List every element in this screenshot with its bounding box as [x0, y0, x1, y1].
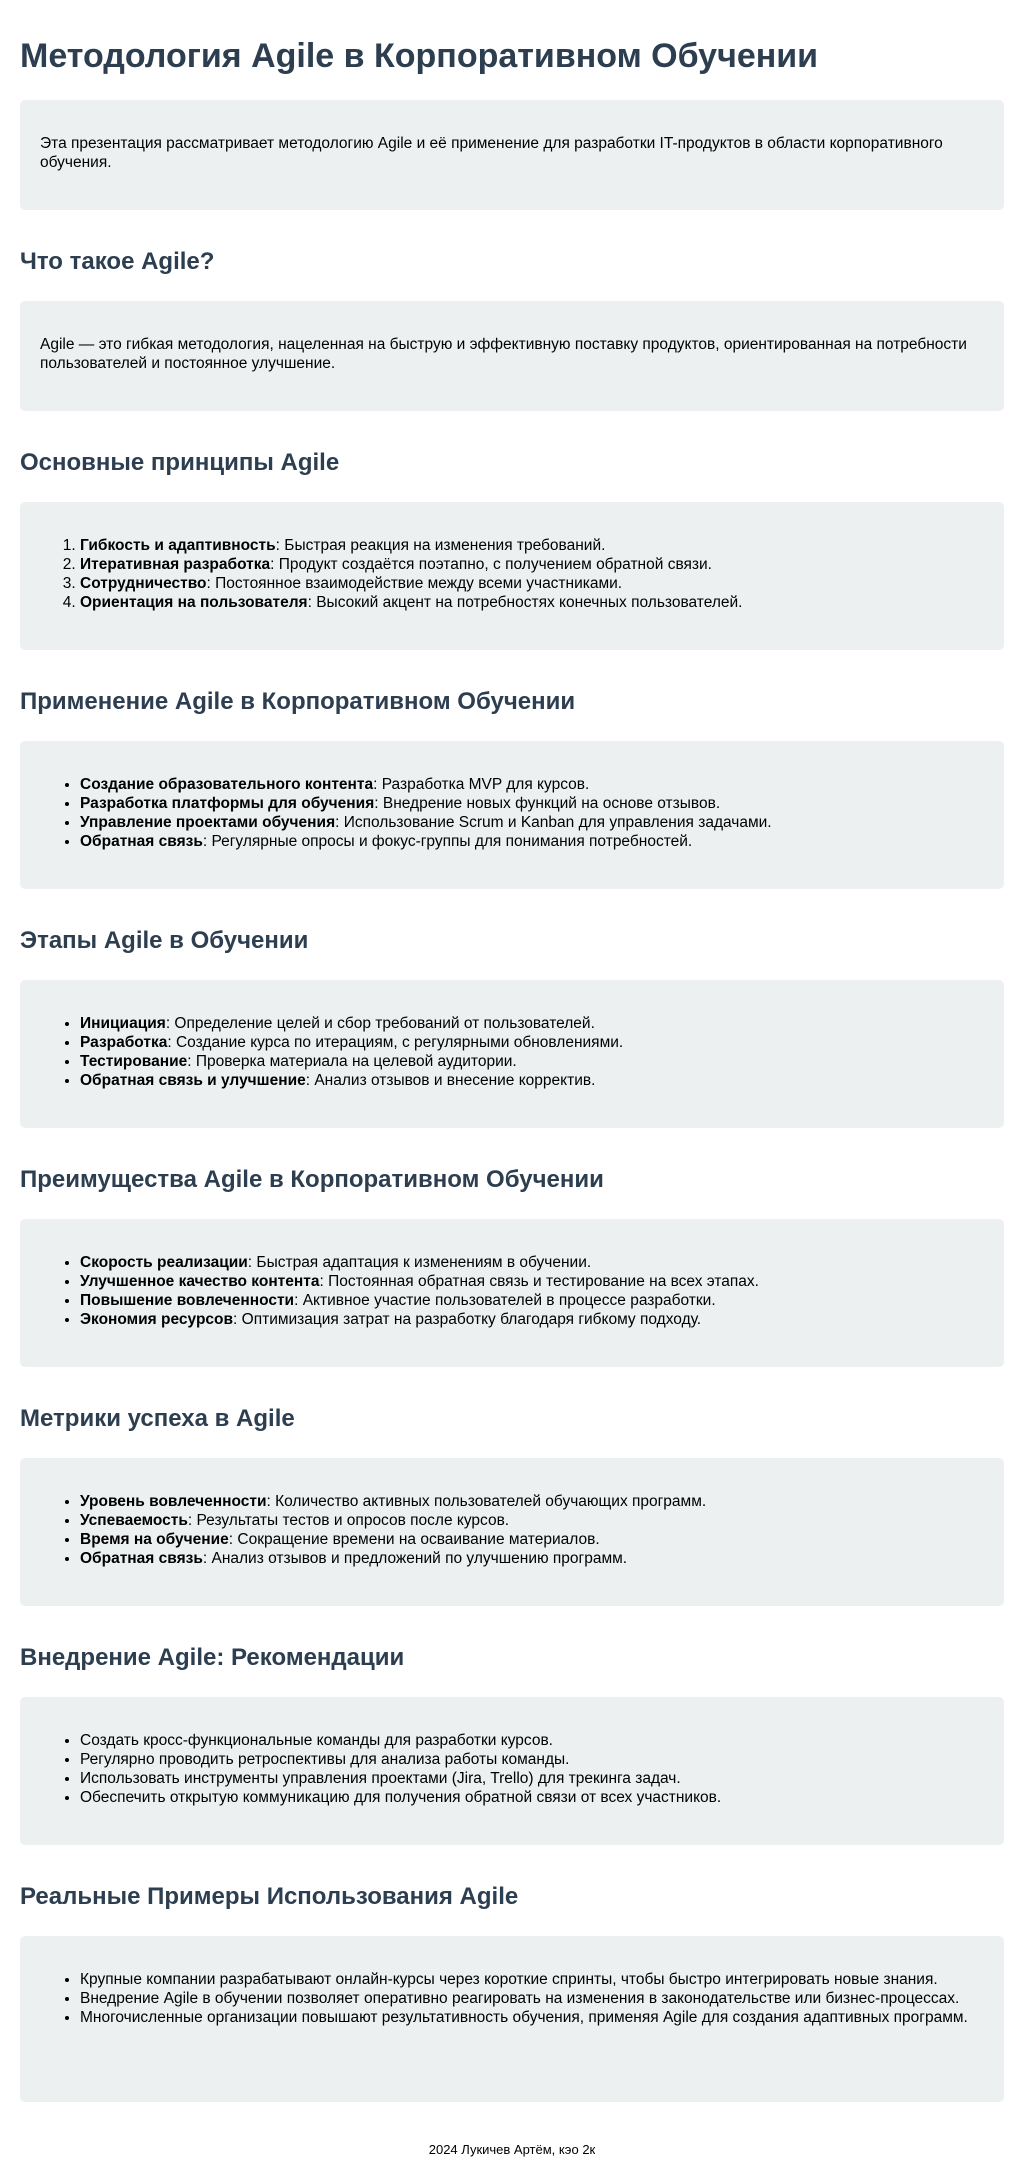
application-card: Создание образовательного контента: Разр…: [20, 741, 1004, 889]
list-item: Тестирование: Проверка материала на целе…: [80, 1052, 984, 1071]
what-is-agile-card: Agile — это гибкая методология, нацеленн…: [20, 301, 1004, 411]
list-item: Уровень вовлеченности: Количество активн…: [80, 1492, 984, 1511]
metrics-card: Уровень вовлеченности: Количество активн…: [20, 1458, 1004, 1606]
section-heading-examples: Реальные Примеры Использования Agile: [20, 1883, 519, 1910]
stages-card: Инициация: Определение целей и сбор треб…: [20, 980, 1004, 1128]
list-item: Сотрудничество: Постоянное взаимодействи…: [80, 574, 984, 593]
benefits-list: Скорость реализации: Быстрая адаптация к…: [20, 1253, 1004, 1329]
list-item: Время на обучение: Сокращение времени на…: [80, 1530, 984, 1549]
list-item: Обеспечить открытую коммуникацию для пол…: [80, 1788, 984, 1807]
recommendations-card: Создать кросс-функциональные команды для…: [20, 1697, 1004, 1845]
principles-list: Гибкость и адаптивность: Быстрая реакция…: [20, 536, 1004, 612]
list-item: Гибкость и адаптивность: Быстрая реакция…: [80, 536, 984, 555]
section-heading-stages: Этапы Agile в Обучении: [20, 927, 309, 954]
list-item: Обратная связь: Регулярные опросы и фоку…: [80, 832, 984, 851]
section-heading-metrics: Метрики успеха в Agile: [20, 1405, 295, 1432]
what-is-agile-text: Agile — это гибкая методология, нацеленн…: [40, 336, 967, 372]
principles-card: Гибкость и адаптивность: Быстрая реакция…: [20, 502, 1004, 650]
list-item: Управление проектами обучения: Использов…: [80, 813, 984, 832]
list-item: Повышение вовлеченности: Активное участи…: [80, 1291, 984, 1310]
list-item: Разработка платформы для обучения: Внедр…: [80, 794, 984, 813]
list-item: Регулярно проводить ретроспективы для ан…: [80, 1750, 984, 1769]
list-item: Скорость реализации: Быстрая адаптация к…: [80, 1253, 984, 1272]
section-heading-recommendations: Внедрение Agile: Рекомендации: [20, 1644, 405, 1671]
list-item: Экономия ресурсов: Оптимизация затрат на…: [80, 1310, 984, 1329]
list-item: Успеваемость: Результаты тестов и опросо…: [80, 1511, 984, 1530]
list-item: Улучшенное качество контента: Постоянная…: [80, 1272, 984, 1291]
section-heading-application: Применение Agile в Корпоративном Обучени…: [20, 688, 576, 715]
list-item: Итеративная разработка: Продукт создаётс…: [80, 555, 984, 574]
page-title: Методология Agile в Корпоративном Обучен…: [20, 37, 819, 75]
footer-text: 2024 Лукичев Артём, кэо 2к: [428, 2142, 596, 2157]
benefits-card: Скорость реализации: Быстрая адаптация к…: [20, 1219, 1004, 1367]
application-list: Создание образовательного контента: Разр…: [20, 775, 1004, 851]
intro-card: Эта презентация рассматривает методологи…: [20, 100, 1004, 210]
recommendations-list: Создать кросс-функциональные команды для…: [20, 1731, 1004, 1807]
examples-list: Крупные компании разрабатывают онлайн-ку…: [20, 1970, 1004, 2027]
list-item: Внедрение Agile в обучении позволяет опе…: [80, 1989, 984, 2008]
section-heading-what-is-agile: Что такое Agile?: [20, 248, 215, 275]
list-item: Многочисленные организации повышают резу…: [80, 2008, 984, 2027]
list-item: Разработка: Создание курса по итерациям,…: [80, 1033, 984, 1052]
metrics-list: Уровень вовлеченности: Количество активн…: [20, 1492, 1004, 1568]
examples-card: Крупные компании разрабатывают онлайн-ку…: [20, 1936, 1004, 2102]
list-item: Использовать инструменты управления прое…: [80, 1769, 984, 1788]
list-item: Создать кросс-функциональные команды для…: [80, 1731, 984, 1750]
section-heading-benefits: Преимущества Agile в Корпоративном Обуче…: [20, 1166, 604, 1193]
stages-list: Инициация: Определение целей и сбор треб…: [20, 1014, 1004, 1090]
list-item: Обратная связь и улучшение: Анализ отзыв…: [80, 1071, 984, 1090]
list-item: Инициация: Определение целей и сбор треб…: [80, 1014, 984, 1033]
list-item: Обратная связь: Анализ отзывов и предлож…: [80, 1549, 984, 1568]
intro-text: Эта презентация рассматривает методологи…: [40, 135, 943, 171]
list-item: Крупные компании разрабатывают онлайн-ку…: [80, 1970, 984, 1989]
list-item: Ориентация на пользователя: Высокий акце…: [80, 593, 984, 612]
list-item: Создание образовательного контента: Разр…: [80, 775, 984, 794]
section-heading-principles: Основные принципы Agile: [20, 449, 340, 476]
